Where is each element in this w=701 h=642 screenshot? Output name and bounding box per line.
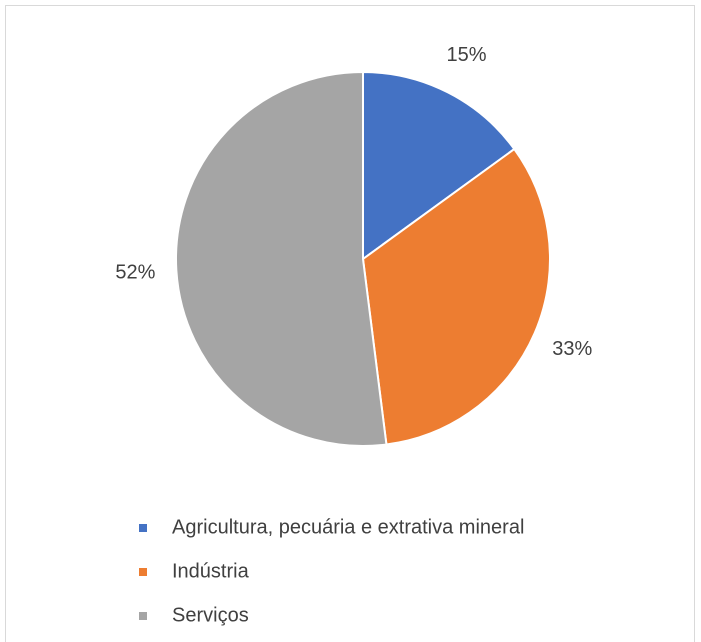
data-label: 33% <box>552 338 592 360</box>
legend-swatch <box>139 612 147 620</box>
legend-label: Serviços <box>172 604 249 626</box>
legend-swatch <box>139 524 147 532</box>
pie-slice <box>362 70 516 261</box>
data-label: 52% <box>115 262 155 284</box>
legend-label: Agricultura, pecuária e extrativa minera… <box>172 516 524 538</box>
pie-slice <box>361 147 551 446</box>
legend-label: Indústria <box>172 560 250 582</box>
legend-swatch <box>139 568 147 576</box>
data-label: 15% <box>446 44 486 66</box>
pie-slice <box>174 70 388 447</box>
